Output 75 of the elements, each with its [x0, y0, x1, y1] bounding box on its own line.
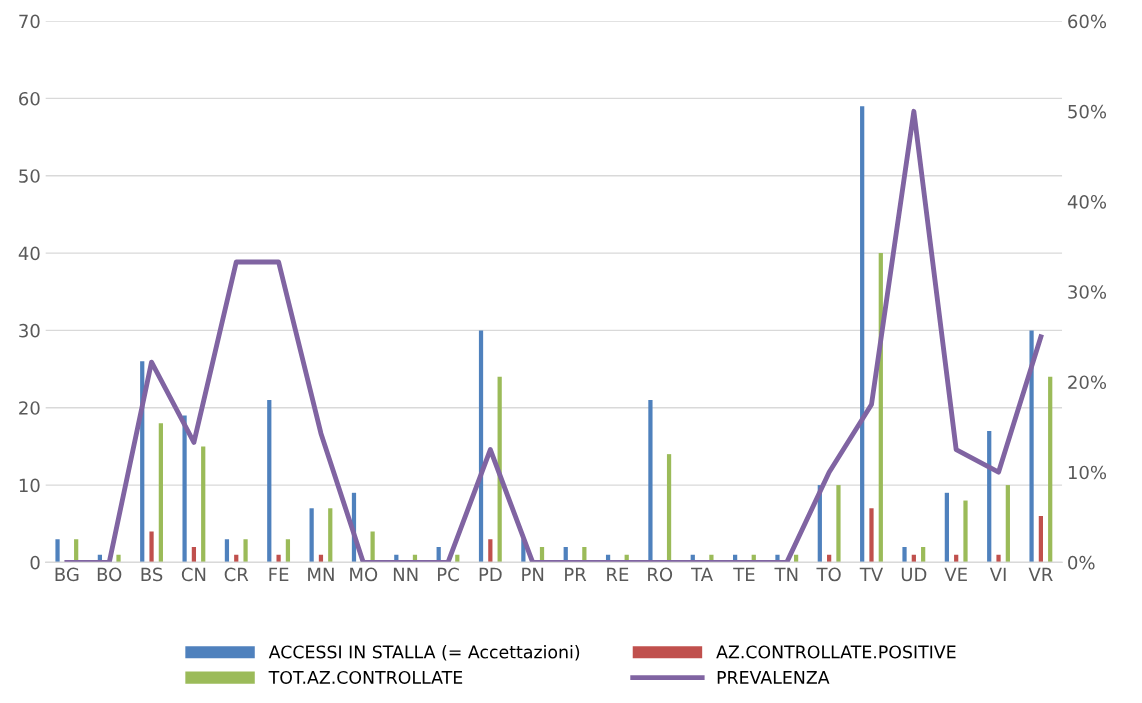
bar [987, 430, 992, 563]
bar [1029, 330, 1034, 563]
legend-label: ACCESSI IN STALLA (= Accettazioni) [268, 645, 580, 661]
x-tick-label: PC [438, 567, 459, 582]
bar [182, 415, 187, 563]
bar [328, 508, 333, 563]
x-tick-label: RE [607, 567, 629, 581]
y-tick-label: 30 [19, 323, 40, 338]
bar [55, 539, 60, 563]
x-tick-label: CN [181, 567, 206, 582]
y-tick-label: 40 [18, 246, 40, 261]
x-tick-label: BS [141, 567, 163, 582]
x-tick-label: VE [944, 567, 967, 581]
y-tick-label: 0 [30, 555, 40, 570]
bar [370, 531, 375, 563]
y2-tick-label: 30% [1068, 285, 1107, 299]
bar [276, 554, 281, 563]
x-tick-label: RO [648, 567, 673, 582]
y-tick-label: 10 [19, 478, 40, 493]
x-tick-label: NN [393, 567, 418, 581]
x-tick-label: TO [816, 567, 841, 582]
bar [158, 423, 163, 563]
bar [902, 546, 907, 563]
bar [285, 539, 291, 563]
bar [648, 400, 653, 563]
y2-tick-label: 0% [1068, 555, 1095, 570]
bar [1048, 376, 1053, 563]
x-tick-label: MO [350, 567, 378, 582]
x-tick-label: CR [224, 567, 249, 582]
bar [869, 508, 874, 563]
x-tick-label: TE [733, 567, 755, 581]
bar [267, 400, 272, 563]
line-series [64, 108, 1044, 563]
y2-tick-label: 50% [1068, 104, 1107, 119]
x-tick-label: VI [989, 567, 1006, 581]
x-tick-label: TN [774, 567, 798, 581]
x-tick-label: PD [479, 567, 502, 581]
y-tick-label: 50 [19, 169, 40, 183]
bar [963, 500, 968, 563]
y2-tick-label: 10% [1068, 465, 1107, 480]
x-tick-label: TV [859, 567, 884, 581]
y2-tick-label: 40% [1067, 194, 1107, 209]
bar [243, 539, 248, 563]
bar [836, 485, 841, 563]
bar [224, 539, 230, 563]
y-tick-label: 60 [19, 91, 40, 106]
bar [996, 554, 1001, 563]
x-tick-label: BG [55, 567, 79, 582]
x-tick-label: PN [522, 567, 544, 581]
y-tick-label: 20 [19, 401, 40, 415]
bar [201, 446, 206, 563]
x-tick-label: VR [1028, 567, 1053, 581]
y2-tick-label: 60% [1068, 14, 1107, 29]
legend-label: PREVALENZA [717, 671, 830, 684]
x-tick-label: UD [901, 567, 927, 582]
x-tick-label: FE [269, 567, 289, 581]
legend-label: AZ.CONTROLLATE.POSITIVE [716, 645, 956, 659]
bar [149, 531, 154, 563]
x-tick-label: PR [565, 567, 587, 581]
bar [860, 106, 865, 563]
bar [1038, 516, 1043, 563]
legend-label: TOT.AZ.CONTROLLATE [268, 670, 463, 685]
bar [666, 454, 672, 563]
bar [921, 546, 926, 563]
bar [488, 539, 493, 563]
bar [309, 508, 314, 563]
x-tick-label: TA [691, 567, 713, 581]
x-tick-label: BO [97, 567, 122, 582]
bar [944, 492, 949, 563]
x-tick-label: MN [308, 567, 334, 581]
y2-tick-label: 20% [1068, 375, 1107, 390]
bar [191, 546, 197, 563]
bar [1005, 485, 1010, 563]
y-tick-label: 70 [19, 14, 40, 29]
bar [116, 554, 121, 563]
